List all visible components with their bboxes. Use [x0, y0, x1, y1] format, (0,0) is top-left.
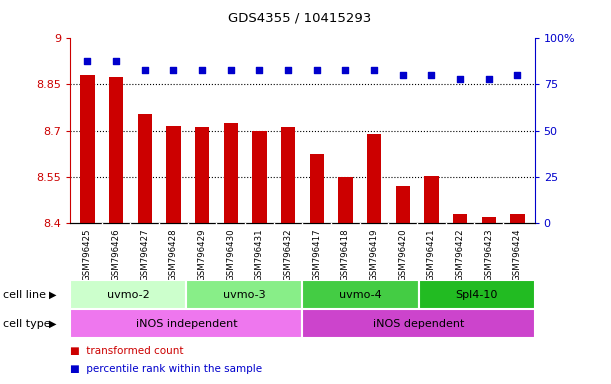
Text: ▶: ▶: [49, 318, 56, 329]
Bar: [166, 126, 181, 223]
Text: cell line: cell line: [3, 290, 46, 300]
Point: [226, 67, 236, 73]
Point: [340, 67, 350, 73]
Bar: [281, 127, 295, 223]
Bar: [80, 75, 95, 223]
Text: GSM796429: GSM796429: [197, 228, 207, 281]
Text: GSM796420: GSM796420: [398, 228, 408, 281]
Bar: [302, 309, 535, 338]
Point: [197, 67, 207, 73]
Text: uvmo-2: uvmo-2: [107, 290, 150, 300]
Point: [369, 67, 379, 73]
Text: GSM796432: GSM796432: [284, 228, 293, 281]
Text: GSM796422: GSM796422: [456, 228, 464, 281]
Text: GSM796418: GSM796418: [341, 228, 350, 281]
Bar: [338, 177, 353, 223]
Text: ■  transformed count: ■ transformed count: [70, 346, 184, 356]
Bar: [195, 127, 210, 223]
Text: GSM796427: GSM796427: [141, 228, 149, 281]
Bar: [367, 134, 381, 223]
Text: GSM796426: GSM796426: [112, 228, 120, 281]
Text: GSM796428: GSM796428: [169, 228, 178, 281]
Bar: [302, 280, 419, 309]
Text: GSM796419: GSM796419: [370, 228, 379, 281]
Bar: [70, 280, 186, 309]
Text: GSM796417: GSM796417: [312, 228, 321, 281]
Text: GSM796431: GSM796431: [255, 228, 264, 281]
Text: iNOS dependent: iNOS dependent: [373, 318, 464, 329]
Text: GSM796424: GSM796424: [513, 228, 522, 281]
Text: ■  percentile rank within the sample: ■ percentile rank within the sample: [70, 364, 262, 374]
Point: [455, 76, 465, 82]
Text: Spl4-10: Spl4-10: [455, 290, 498, 300]
Bar: [186, 280, 302, 309]
Point: [426, 72, 436, 78]
Bar: [252, 131, 266, 223]
Text: uvmo-4: uvmo-4: [339, 290, 382, 300]
Bar: [510, 214, 525, 223]
Text: GDS4355 / 10415293: GDS4355 / 10415293: [228, 12, 371, 25]
Point: [255, 67, 265, 73]
Text: GSM796430: GSM796430: [226, 228, 235, 281]
Text: GSM796423: GSM796423: [485, 228, 493, 281]
Text: GSM796425: GSM796425: [83, 228, 92, 281]
Point: [169, 67, 178, 73]
Text: GSM796421: GSM796421: [427, 228, 436, 281]
Text: ▶: ▶: [49, 290, 56, 300]
Point: [513, 72, 522, 78]
Bar: [137, 114, 152, 223]
Text: cell type: cell type: [3, 318, 51, 329]
Bar: [109, 77, 123, 223]
Point: [312, 67, 321, 73]
Bar: [453, 214, 467, 223]
Bar: [310, 154, 324, 223]
Bar: [395, 186, 410, 223]
Point: [111, 58, 121, 64]
Bar: [224, 123, 238, 223]
Point: [140, 67, 150, 73]
Text: uvmo-3: uvmo-3: [223, 290, 266, 300]
Point: [284, 67, 293, 73]
Bar: [481, 217, 496, 223]
Bar: [424, 176, 439, 223]
Point: [82, 58, 92, 64]
Point: [398, 72, 408, 78]
Text: iNOS independent: iNOS independent: [136, 318, 237, 329]
Bar: [419, 280, 535, 309]
Bar: [70, 309, 302, 338]
Point: [484, 76, 494, 82]
